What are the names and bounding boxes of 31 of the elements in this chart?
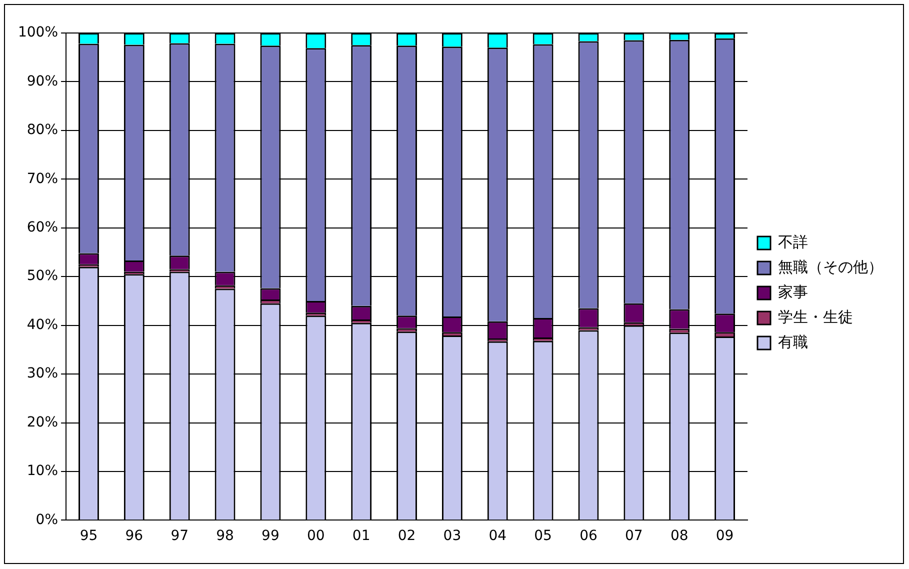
x-tick-label: 97 — [170, 528, 189, 544]
x-tick-label: 02 — [398, 528, 416, 544]
y-tick-label: 30% — [26, 366, 58, 382]
x-tick-label: 05 — [534, 528, 552, 544]
legend-label: 学生・生徒 — [778, 308, 853, 326]
x-tick-label: 95 — [80, 528, 98, 544]
y-tick-label: 10% — [26, 463, 58, 480]
x-tick-label: 07 — [625, 528, 643, 544]
x-tick-label: 98 — [216, 528, 234, 544]
y-tick-label: 70% — [26, 170, 58, 187]
legend-label: 有職 — [778, 332, 808, 351]
y-tick-label: 90% — [26, 73, 58, 90]
x-tick-label: 08 — [670, 528, 688, 544]
y-tick-label: 60% — [26, 220, 58, 236]
x-tick-label: 04 — [488, 528, 507, 544]
x-tick-label: 00 — [306, 528, 325, 544]
x-tick-label: 03 — [443, 528, 462, 544]
legend-label: 不詳 — [778, 232, 808, 251]
y-tick-label: 80% — [26, 122, 58, 138]
x-tick-label: 09 — [716, 528, 734, 544]
x-tick-label: 99 — [262, 528, 280, 544]
x-tick-label: 96 — [125, 528, 144, 544]
x-tick-label: 06 — [580, 528, 598, 544]
y-tick-label: 0% — [36, 512, 58, 528]
y-tick-label: 40% — [26, 316, 58, 333]
legend-label: 無職（その他） — [778, 258, 883, 276]
y-tick-label: 20% — [26, 414, 58, 430]
legend-label: 家事 — [778, 282, 808, 301]
y-tick-label: 50% — [26, 268, 58, 284]
y-tick-label: 100% — [18, 24, 58, 41]
x-tick-label: 01 — [352, 528, 370, 544]
